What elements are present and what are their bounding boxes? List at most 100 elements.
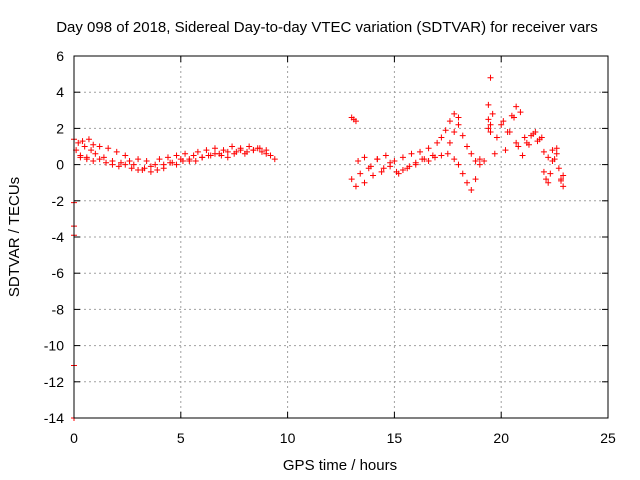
data-point	[224, 154, 231, 161]
data-point	[164, 154, 171, 161]
data-point	[412, 159, 419, 166]
data-point	[160, 161, 167, 168]
data-point	[555, 165, 562, 172]
data-point	[237, 147, 244, 154]
data-point	[459, 170, 466, 177]
data-point	[485, 101, 492, 108]
data-point	[229, 143, 236, 150]
data-point	[122, 161, 129, 168]
data-point	[387, 159, 394, 166]
data-point	[489, 110, 496, 117]
data-point	[434, 139, 441, 146]
y-tick-label: -4	[52, 229, 65, 245]
data-point	[517, 109, 524, 116]
data-point	[493, 134, 500, 141]
data-point	[476, 161, 483, 168]
y-tick-label: -6	[52, 265, 65, 281]
data-point	[130, 161, 137, 168]
data-point	[75, 139, 82, 146]
data-point	[100, 154, 107, 161]
data-point	[147, 163, 154, 170]
data-point	[393, 168, 400, 175]
data-point	[263, 150, 270, 157]
chart-title: Day 098 of 2018, Sidereal Day-to-day VTE…	[56, 19, 598, 36]
data-point	[417, 148, 424, 155]
data-point	[451, 129, 458, 136]
data-point	[530, 130, 537, 137]
data-point	[218, 152, 225, 159]
data-point	[534, 138, 541, 145]
data-point	[419, 156, 426, 163]
data-point	[115, 163, 122, 170]
data-point	[487, 74, 494, 81]
x-tick-label: 20	[493, 430, 509, 446]
axis-ticks: 0 5 10 15 20 25 -14 -12 -10 -8 -6 -4 -2 0 2 4 6	[44, 48, 616, 446]
data-point	[519, 152, 526, 159]
data-point	[152, 161, 159, 168]
data-point	[455, 161, 462, 168]
y-tick-label: -12	[44, 374, 64, 390]
data-point	[81, 143, 88, 150]
data-point	[487, 129, 494, 136]
data-point	[190, 152, 197, 159]
data-point	[85, 136, 92, 143]
data-point	[79, 138, 86, 145]
data-point	[502, 147, 509, 154]
data-point	[545, 179, 552, 186]
data-point	[244, 148, 251, 155]
data-point	[553, 150, 560, 157]
y-tick-label: -10	[44, 338, 64, 354]
data-point	[92, 150, 99, 157]
data-point	[90, 157, 97, 164]
x-tick-label: 5	[177, 430, 185, 446]
data-points	[71, 74, 567, 421]
data-point	[147, 168, 154, 175]
data-point	[513, 103, 520, 110]
data-point	[513, 139, 520, 146]
x-axis-label: GPS time / hours	[283, 457, 397, 474]
data-point	[258, 148, 265, 155]
data-point	[549, 157, 556, 164]
x-tick-label: 25	[600, 430, 616, 446]
data-point	[446, 139, 453, 146]
data-point	[179, 157, 186, 164]
data-point	[143, 157, 150, 164]
data-point	[560, 172, 567, 179]
data-point	[500, 118, 507, 125]
data-point	[220, 147, 227, 154]
data-point	[173, 161, 180, 168]
data-point	[250, 147, 257, 154]
data-point	[455, 114, 462, 121]
data-point	[88, 147, 95, 154]
data-point	[361, 179, 368, 186]
data-point	[399, 167, 406, 174]
data-point	[451, 110, 458, 117]
data-point	[406, 163, 413, 170]
data-point	[357, 170, 364, 177]
data-point	[444, 150, 451, 157]
data-point	[205, 152, 212, 159]
data-point	[425, 145, 432, 152]
data-point	[538, 134, 545, 141]
y-tick-label: -2	[52, 193, 65, 209]
data-point	[267, 152, 274, 159]
data-point	[128, 165, 135, 172]
x-tick-label: 10	[280, 430, 296, 446]
data-point	[485, 116, 492, 123]
data-point	[382, 152, 389, 159]
data-point	[135, 156, 142, 163]
data-point	[186, 156, 193, 163]
data-point	[540, 148, 547, 155]
data-point	[348, 176, 355, 183]
data-point	[256, 145, 263, 152]
y-tick-label: -14	[44, 410, 64, 426]
y-axis-label: SDTVAR / TECUs	[6, 177, 23, 297]
data-point	[126, 157, 133, 164]
data-point	[90, 141, 97, 148]
y-tick-label: 0	[56, 157, 64, 173]
grid	[74, 56, 608, 418]
data-point	[442, 127, 449, 134]
data-point	[380, 165, 387, 172]
data-point	[352, 183, 359, 190]
